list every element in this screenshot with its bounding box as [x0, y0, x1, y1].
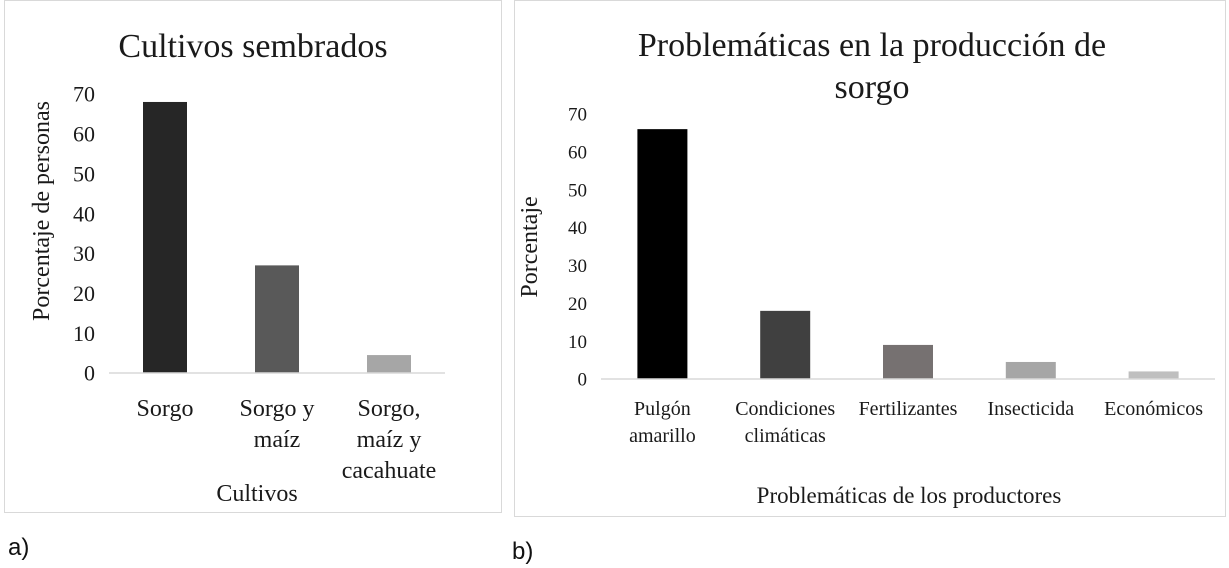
bar: [1005, 361, 1056, 379]
y-tick-label: 40: [568, 218, 587, 239]
x-tick-label: maíz y: [357, 427, 422, 453]
x-axis-label: Problemáticas de los productores: [757, 483, 1062, 508]
chart-panel-cultivos: Cultivos sembrados 0 10 20 30 40 50 60 70 Porcent…: [4, 0, 502, 513]
chart-title-line: Cultivos sembrados: [118, 28, 387, 65]
bar: [637, 129, 688, 379]
chart-panel-problematicas: Problemáticas en la producción de sorgo 0 1…: [514, 0, 1226, 517]
x-tick-label: Fertilizantes: [859, 398, 958, 420]
x-axis-label: Cultivos: [216, 481, 297, 507]
x-tick-label: Pulgón: [634, 398, 691, 420]
bar: [367, 355, 411, 373]
x-tick-label: climáticas: [745, 425, 826, 447]
x-tick-label: Sorgo,: [358, 396, 421, 422]
y-tick-label: 30: [568, 256, 587, 277]
panel-label-a: a): [8, 534, 30, 561]
y-tick-label: 60: [73, 122, 95, 147]
chart-cultivos-sembrados: Cultivos sembrados 0 10 20 30 40 50 60 70 Porcent…: [29, 28, 445, 507]
x-tick-label: Sorgo y: [240, 396, 315, 422]
y-tick-label: 10: [73, 321, 95, 346]
x-tick-label: amarillo: [629, 425, 696, 447]
y-axis-label: Porcentaje: [517, 196, 543, 297]
bar: [1128, 371, 1179, 379]
x-tick-label: cacahuate: [342, 458, 437, 484]
y-axis-label: Porcentaje de personas: [29, 101, 55, 321]
y-tick-label: 50: [73, 161, 95, 186]
y-tick-label: 70: [568, 105, 587, 126]
x-tick-label: Económicos: [1104, 398, 1203, 420]
x-tick-label: maíz: [254, 427, 301, 453]
y-tick-label: 40: [73, 201, 95, 226]
chart-title-line: Problemáticas en la producción de: [638, 27, 1106, 64]
bar: [255, 265, 299, 373]
x-tick-label: Insecticida: [987, 398, 1074, 420]
x-tick-label: Condiciones: [735, 398, 835, 420]
y-tick-label: 0: [578, 370, 588, 391]
y-tick-label: 0: [84, 361, 95, 386]
bar: [760, 310, 811, 379]
y-tick-label: 20: [568, 294, 587, 315]
x-tick-label: Sorgo: [137, 396, 194, 422]
bar: [143, 101, 187, 373]
y-tick-label: 20: [73, 281, 95, 306]
y-tick-label: 50: [568, 180, 587, 201]
bar: [883, 344, 933, 379]
y-tick-label: 60: [568, 143, 587, 164]
y-tick-label: 10: [568, 332, 587, 353]
y-tick-label: 30: [73, 241, 95, 266]
chart-title-line: sorgo: [835, 69, 910, 106]
y-tick-label: 70: [73, 82, 95, 107]
chart-problematicas-sorgo: Problemáticas en la producción de sorgo 0 1…: [517, 27, 1215, 508]
panel-label-b: b): [512, 538, 534, 565]
